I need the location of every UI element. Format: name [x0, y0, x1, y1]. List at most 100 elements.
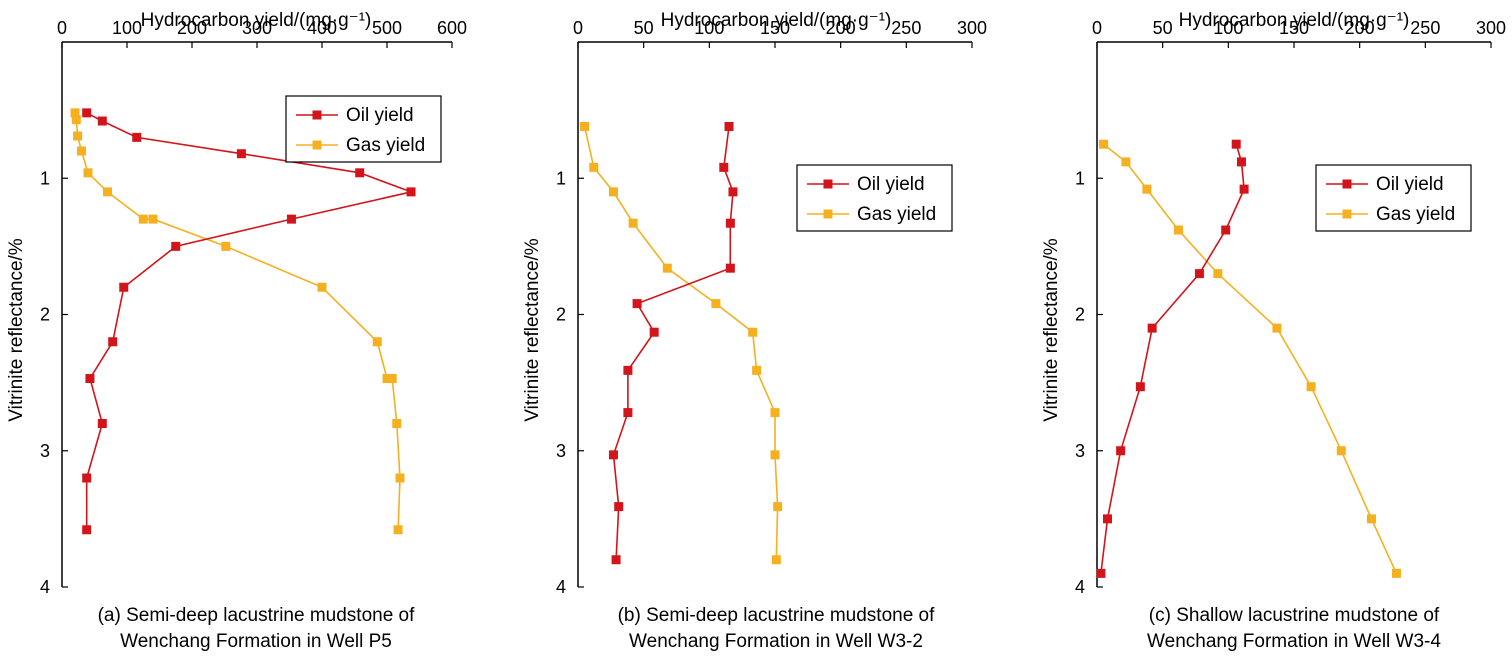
legend-label: Oil yield: [346, 105, 414, 126]
x-tick-label: 250: [891, 18, 921, 38]
caption-line-1: (a) Semi-deep lacustrine mudstone of: [98, 605, 416, 626]
data-point: [119, 282, 129, 292]
data-point: [1135, 382, 1145, 392]
data-point: [770, 450, 780, 460]
panel-a: Hydrocarbon yield/(mg·g⁻¹) Vitrinite ref…: [6, 10, 467, 652]
data-point: [82, 108, 92, 118]
data-point: [719, 162, 729, 172]
data-point: [773, 502, 783, 512]
series-line: [85, 112, 414, 530]
legend-marker: [1342, 179, 1352, 189]
data-point: [77, 146, 86, 156]
data-point: [1116, 446, 1126, 456]
y-tick-label: 2: [556, 305, 566, 325]
data-point: [71, 115, 81, 125]
data-point: [82, 525, 92, 535]
data-point: [108, 337, 118, 347]
legend-label: Oil yield: [1376, 174, 1444, 195]
y-tick-label: 1: [1075, 168, 1085, 188]
data-point: [1336, 446, 1346, 456]
y-axis-label: Vitrinite reflectance/%: [6, 238, 27, 422]
data-point: [317, 282, 327, 292]
data-point: [608, 187, 618, 197]
data-point: [728, 187, 738, 197]
x-tick-label: 150: [1279, 18, 1309, 38]
plot-area: 0 50 100 150 200 250 300 1 2 3 4 Oil yield Gas yield: [1075, 18, 1506, 597]
data-point: [132, 132, 142, 142]
y-tick-label: 1: [556, 168, 566, 188]
data-point: [589, 162, 599, 172]
x-tick-label: 50: [634, 18, 654, 38]
x-tick-label: 100: [694, 18, 724, 38]
data-point: [1194, 269, 1204, 279]
data-point: [83, 168, 93, 178]
data-point: [286, 214, 296, 224]
data-point: [138, 214, 148, 224]
y-tick-label: 3: [1075, 441, 1085, 461]
data-point: [395, 473, 405, 483]
x-tick-label: 100: [1213, 18, 1243, 38]
data-point: [355, 168, 365, 178]
x-tick-label: 300: [957, 18, 987, 38]
legend-label: Gas yield: [857, 204, 936, 225]
y-tick-label: 1: [40, 168, 50, 188]
data-point: [632, 299, 642, 309]
x-tick-label: 150: [760, 18, 790, 38]
y-tick-label: 3: [556, 441, 566, 461]
data-point: [1366, 514, 1376, 524]
x-axis-label: Hydrocarbon yield/(mg·g⁻¹): [661, 10, 892, 31]
panel-b: Hydrocarbon yield/(mg·g⁻¹) Vitrinite ref…: [522, 10, 987, 652]
legend-box: [796, 164, 953, 232]
data-point: [1142, 184, 1152, 194]
data-point: [1231, 139, 1241, 149]
caption-line-2: Wenchang Formation in Well P5: [120, 631, 392, 652]
data-point: [236, 149, 246, 159]
data-point: [1391, 568, 1401, 578]
x-tick-label: 0: [573, 18, 583, 38]
data-point: [103, 187, 112, 197]
data-point: [623, 365, 633, 375]
data-point: [771, 555, 781, 565]
series-line: [612, 126, 734, 560]
legend-marker: [823, 179, 833, 189]
data-point: [1236, 157, 1246, 167]
data-point: [221, 241, 231, 251]
data-point: [372, 337, 382, 347]
x-tick-label: 0: [57, 18, 67, 38]
y-axis-label: Vitrinite reflectance/%: [1041, 238, 1062, 422]
y-tick-label: 4: [1075, 577, 1085, 597]
x-tick-label: 50: [1153, 18, 1173, 38]
caption-line-2: Wenchang Formation in Well W3-4: [1147, 631, 1441, 652]
data-point: [382, 374, 392, 384]
legend-marker: [823, 209, 833, 219]
x-tick-label: 500: [372, 18, 402, 38]
data-point: [662, 263, 672, 273]
data-point: [614, 502, 624, 512]
caption-line-1: (c) Shallow lacustrine mudstone of: [1149, 605, 1440, 626]
y-tick-label: 2: [40, 305, 50, 325]
x-tick-label: 0: [1092, 18, 1102, 38]
x-tick-label: 300: [242, 18, 272, 38]
x-axis-label: Hydrocarbon yield/(mg·g⁻¹): [1179, 10, 1410, 31]
data-point: [725, 263, 735, 273]
x-tick-label: 200: [1345, 18, 1375, 38]
data-point: [97, 116, 107, 126]
x-tick-label: 600: [437, 18, 467, 38]
x-tick-label: 400: [307, 18, 337, 38]
legend-label: Gas yield: [1376, 204, 1455, 225]
data-point: [82, 473, 92, 483]
y-tick-label: 2: [1075, 305, 1085, 325]
data-point: [611, 555, 621, 565]
caption-line-2: Wenchang Formation in Well W3-2: [629, 631, 923, 652]
data-point: [1306, 382, 1316, 392]
y-axis-label: Vitrinite reflectance/%: [522, 238, 543, 422]
data-point: [1103, 514, 1113, 524]
y-tick-label: 4: [40, 577, 50, 597]
data-point: [752, 365, 762, 375]
x-tick-label: 250: [1410, 18, 1440, 38]
data-point: [649, 327, 659, 337]
data-point: [623, 408, 633, 418]
legend-label: Oil yield: [857, 174, 925, 195]
plot-area: 0 50 100 150 200 250 300 1 2 3 4 Oil yield Gas yield: [556, 18, 987, 597]
